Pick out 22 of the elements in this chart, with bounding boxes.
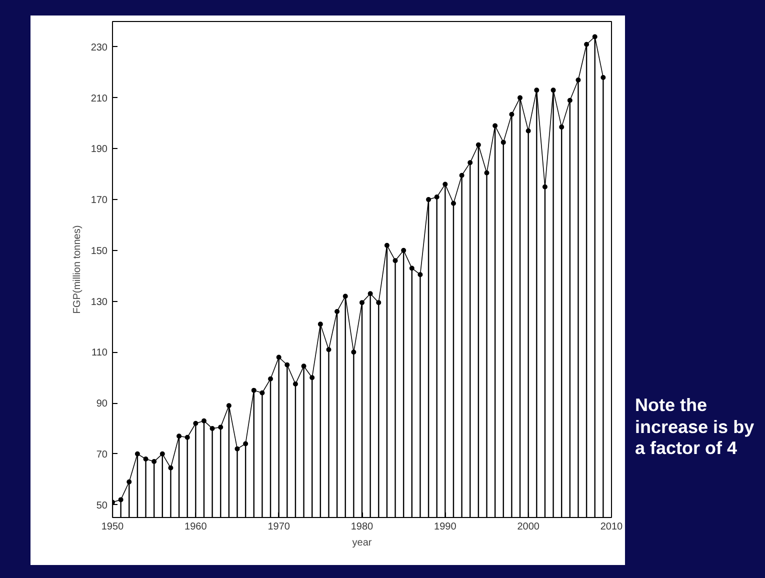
text: Note the increase is by a factor of 4 (635, 395, 755, 460)
point (542, 184, 548, 190)
y-tick-label: 90 (96, 398, 108, 410)
y-tick-label: 190 (90, 144, 108, 156)
y-axis-title: FGP(million tonnes) (72, 225, 83, 314)
y-tick-label: 210 (90, 93, 108, 104)
y-tick-label: 110 (92, 348, 108, 359)
y-tick-label: 70 (96, 449, 108, 460)
y-tick-label: 130 (90, 296, 108, 308)
x-tick-label: 2000 (517, 522, 540, 532)
x-tick-label: 1950 (101, 522, 124, 532)
x-axis-title: year (352, 538, 372, 548)
x-tick-label: 1960 (184, 522, 208, 532)
y-tick-label: 150 (90, 246, 108, 257)
x-tick-label: 2010 (600, 522, 624, 532)
y-tick-label: 50 (96, 500, 108, 512)
point (600, 74, 606, 80)
x-tick-label: 1980 (350, 522, 374, 532)
y-tick-label: 170 (90, 195, 108, 206)
x-tick-label: 1970 (268, 522, 290, 532)
y-tick-label: 230 (90, 42, 108, 54)
x-tick-label: 1990 (434, 522, 457, 532)
